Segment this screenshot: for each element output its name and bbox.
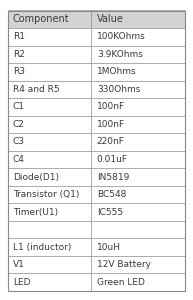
Text: L1 (inductor): L1 (inductor) <box>13 243 71 252</box>
Bar <box>91 116 185 133</box>
Text: 12V Battery: 12V Battery <box>97 260 151 269</box>
Bar <box>91 151 185 168</box>
Text: Timer(U1): Timer(U1) <box>13 208 58 217</box>
Bar <box>8 81 91 98</box>
Text: C3: C3 <box>13 137 25 146</box>
Bar <box>8 46 91 63</box>
Text: C2: C2 <box>13 120 25 129</box>
Bar <box>8 11 91 28</box>
Bar <box>8 221 91 238</box>
Bar <box>8 168 91 186</box>
Text: 100nF: 100nF <box>97 120 125 129</box>
Bar <box>8 116 91 133</box>
Text: Green LED: Green LED <box>97 278 145 287</box>
Text: 100nF: 100nF <box>97 102 125 111</box>
Text: 3.9KOhms: 3.9KOhms <box>97 50 143 59</box>
Text: IN5819: IN5819 <box>97 172 129 182</box>
Bar <box>91 133 185 151</box>
Text: R1: R1 <box>13 32 25 41</box>
Text: BC548: BC548 <box>97 190 126 199</box>
Text: 330Ohms: 330Ohms <box>97 85 140 94</box>
Bar <box>91 186 185 203</box>
Bar <box>8 203 91 221</box>
Text: 10uH: 10uH <box>97 243 121 252</box>
Text: R3: R3 <box>13 68 25 76</box>
Bar <box>91 63 185 81</box>
Bar <box>8 274 91 291</box>
Text: R4 and R5: R4 and R5 <box>13 85 59 94</box>
Bar <box>91 81 185 98</box>
Bar <box>8 28 91 46</box>
Text: 220nF: 220nF <box>97 137 125 146</box>
Bar <box>91 46 185 63</box>
Bar <box>8 63 91 81</box>
Bar <box>91 11 185 28</box>
Text: C1: C1 <box>13 102 25 111</box>
Bar <box>8 151 91 168</box>
Text: 1MOhms: 1MOhms <box>97 68 136 76</box>
Bar <box>8 238 91 256</box>
Bar <box>91 221 185 238</box>
Bar <box>91 28 185 46</box>
Bar <box>91 238 185 256</box>
Bar <box>8 133 91 151</box>
Text: V1: V1 <box>13 260 25 269</box>
Text: R2: R2 <box>13 50 25 59</box>
Text: LED: LED <box>13 278 30 287</box>
Text: IC555: IC555 <box>97 208 123 217</box>
Bar <box>8 186 91 203</box>
Text: Value: Value <box>97 14 124 24</box>
Bar <box>91 98 185 116</box>
Text: 100KOhms: 100KOhms <box>97 32 146 41</box>
Bar <box>8 98 91 116</box>
Bar <box>8 256 91 274</box>
Text: C4: C4 <box>13 155 25 164</box>
Text: Diode(D1): Diode(D1) <box>13 172 59 182</box>
Text: Transistor (Q1): Transistor (Q1) <box>13 190 79 199</box>
Bar <box>91 168 185 186</box>
Bar <box>91 256 185 274</box>
Text: 0.01uF: 0.01uF <box>97 155 128 164</box>
Text: Component: Component <box>13 14 69 24</box>
Bar <box>91 203 185 221</box>
Bar <box>91 274 185 291</box>
